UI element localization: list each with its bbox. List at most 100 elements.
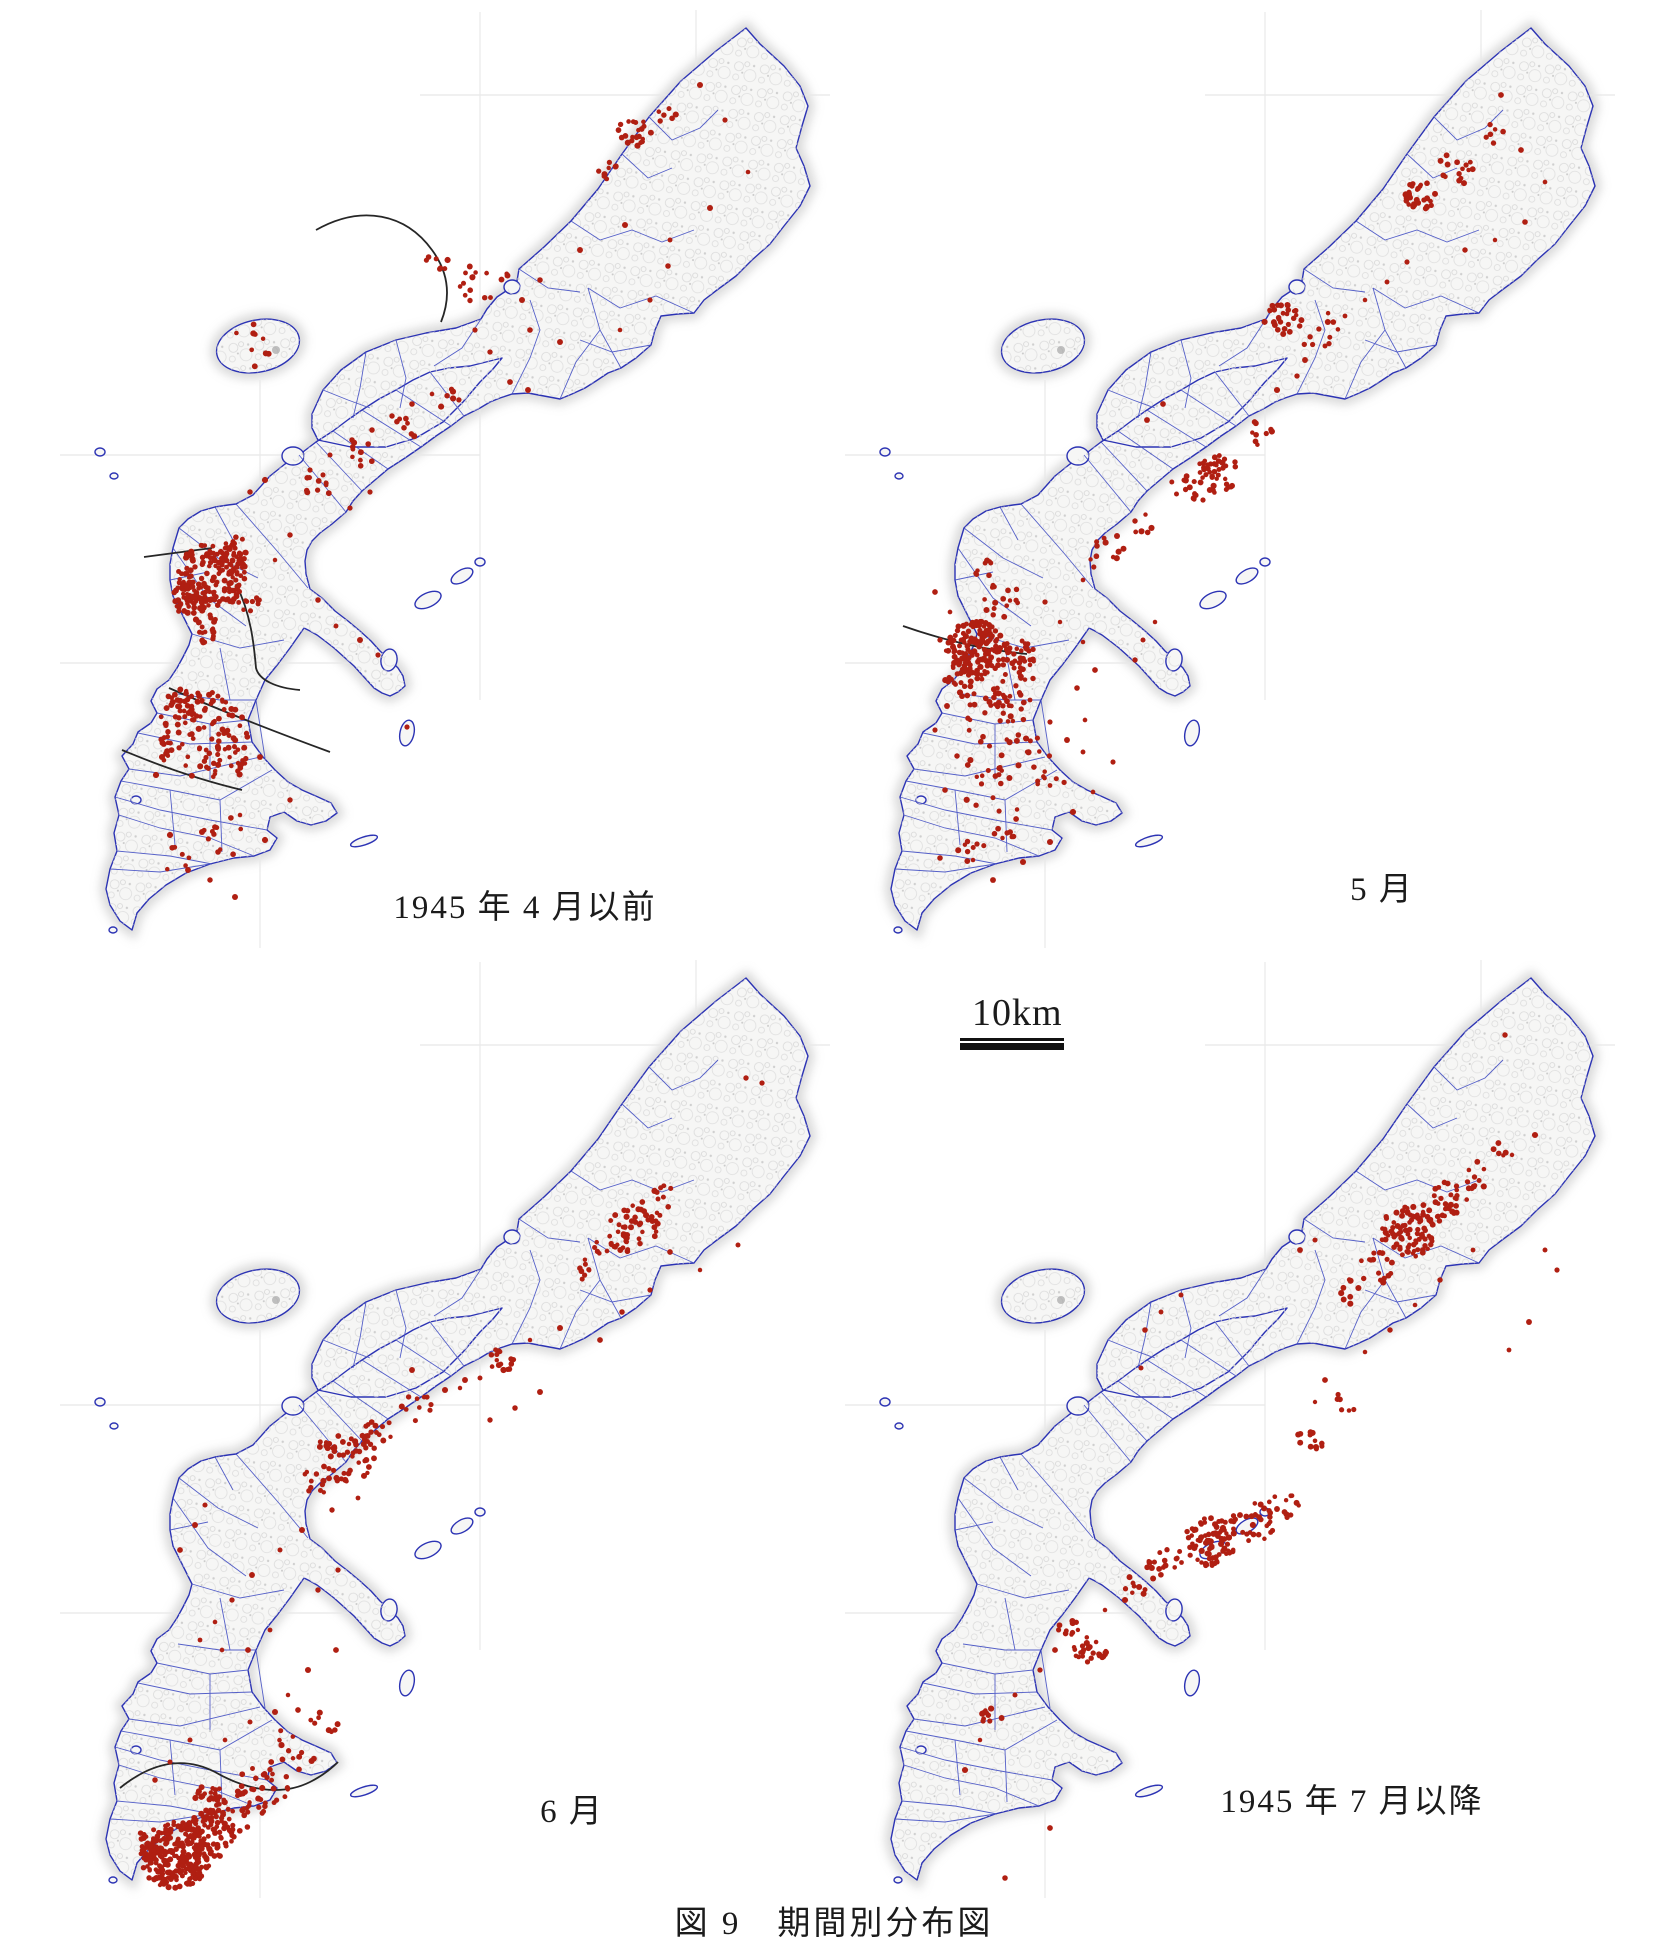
impact-dot: [1428, 1219, 1434, 1225]
impact-dot: [974, 675, 981, 682]
impact-dot: [1101, 535, 1107, 541]
impact-dot: [405, 420, 410, 426]
impact-dot: [477, 1375, 483, 1381]
impact-dot: [1368, 1257, 1374, 1263]
impact-dot: [1212, 1560, 1218, 1566]
impact-dot: [236, 550, 243, 556]
impact-dot: [1404, 1210, 1411, 1216]
impact-dot: [1224, 1541, 1231, 1547]
impact-dot: [192, 616, 200, 623]
impact-dot: [636, 127, 641, 133]
impact-dot: [180, 1858, 186, 1865]
impact-dot: [227, 754, 232, 760]
impact-dot: [512, 1405, 518, 1411]
impact-dot: [252, 331, 258, 337]
impact-dot: [310, 1755, 317, 1762]
impact-dot: [196, 746, 202, 752]
impact-dot: [1230, 1547, 1236, 1553]
impact-dot: [1301, 341, 1307, 348]
impact-dot: [759, 1080, 765, 1086]
impact-dot: [640, 1229, 645, 1235]
impact-dot: [234, 1788, 241, 1795]
impact-dot: [217, 757, 223, 763]
impact-dot: [1404, 259, 1410, 265]
impact-dot: [177, 703, 183, 709]
impact-dot: [201, 758, 208, 764]
impact-dot: [369, 427, 375, 433]
impact-dot: [1460, 166, 1465, 172]
impact-dot: [332, 1727, 338, 1733]
impact-dot: [997, 718, 1003, 724]
impact-dot: [1385, 1233, 1391, 1238]
impact-dot: [221, 1799, 227, 1805]
impact-dot: [241, 744, 248, 751]
impact-dot: [1186, 484, 1193, 491]
impact-dot: [158, 714, 164, 720]
impact-dot: [1359, 1258, 1364, 1264]
impact-dot: [608, 1240, 614, 1247]
impact-dot: [160, 1879, 167, 1886]
impact-dot: [295, 1707, 301, 1713]
impact-dot: [1413, 1254, 1418, 1259]
impact-dot: [615, 127, 622, 133]
impact-dot: [1130, 1580, 1136, 1586]
impact-dot: [1090, 789, 1096, 795]
impact-dot: [1035, 781, 1041, 787]
impact-dot: [1476, 1178, 1482, 1183]
impact-dot: [1017, 692, 1024, 698]
impact-dot: [1002, 1875, 1008, 1881]
impact-dot: [667, 1249, 673, 1255]
impact-dot: [1231, 1526, 1236, 1532]
impact-dot: [334, 1721, 341, 1728]
impact-dot: [601, 173, 607, 179]
impact-dot: [462, 1377, 468, 1383]
impact-dot: [1209, 475, 1215, 480]
impact-dot: [1191, 496, 1197, 502]
impact-dot: [209, 627, 216, 633]
impact-dot: [429, 391, 435, 397]
impact-dot: [262, 1800, 268, 1806]
impact-dot: [195, 1825, 202, 1832]
impact-dot: [1271, 306, 1278, 313]
impact-dot: [222, 1737, 228, 1743]
impact-dot: [1351, 1406, 1357, 1413]
impact-dot: [1330, 319, 1337, 325]
impact-dot: [487, 349, 493, 355]
impact-dot: [161, 1857, 168, 1864]
impact-dot: [1480, 1183, 1487, 1190]
impact-dot: [229, 1597, 235, 1603]
impact-dot: [974, 841, 980, 847]
impact-dot: [1019, 656, 1025, 663]
impact-dot: [193, 1864, 199, 1870]
impact-dot: [1158, 1309, 1164, 1315]
impact-dot: [1439, 1212, 1446, 1219]
impact-dot: [582, 1257, 588, 1262]
impact-dot: [1074, 685, 1080, 691]
impact-dot: [211, 1853, 218, 1859]
impact-dot: [1013, 683, 1019, 689]
impact-dot: [437, 265, 443, 271]
impact-dot: [270, 1771, 275, 1777]
impact-dot: [204, 570, 210, 577]
impact-dot: [220, 560, 225, 566]
impact-dot: [323, 480, 329, 486]
impact-dot: [200, 1819, 206, 1824]
impact-dot: [216, 731, 222, 737]
impact-dot: [1384, 1256, 1390, 1262]
impact-dot: [329, 1507, 335, 1513]
impact-dot: [154, 1833, 161, 1840]
impact-dot: [1498, 92, 1504, 98]
impact-dot: [196, 692, 203, 700]
impact-dot: [1281, 326, 1288, 332]
impact-dot: [228, 815, 234, 821]
impact-dot: [167, 1759, 173, 1765]
impact-dot: [1398, 1235, 1405, 1241]
impact-dot: [353, 1448, 359, 1454]
impact-dot: [1335, 1391, 1341, 1398]
map-panel-pre-april-1945: [60, 0, 840, 950]
impact-dot: [249, 1572, 255, 1578]
impact-dot: [215, 744, 222, 752]
impact-dot: [951, 680, 957, 686]
impact-dot: [366, 1464, 372, 1470]
impact-dot: [991, 605, 997, 612]
